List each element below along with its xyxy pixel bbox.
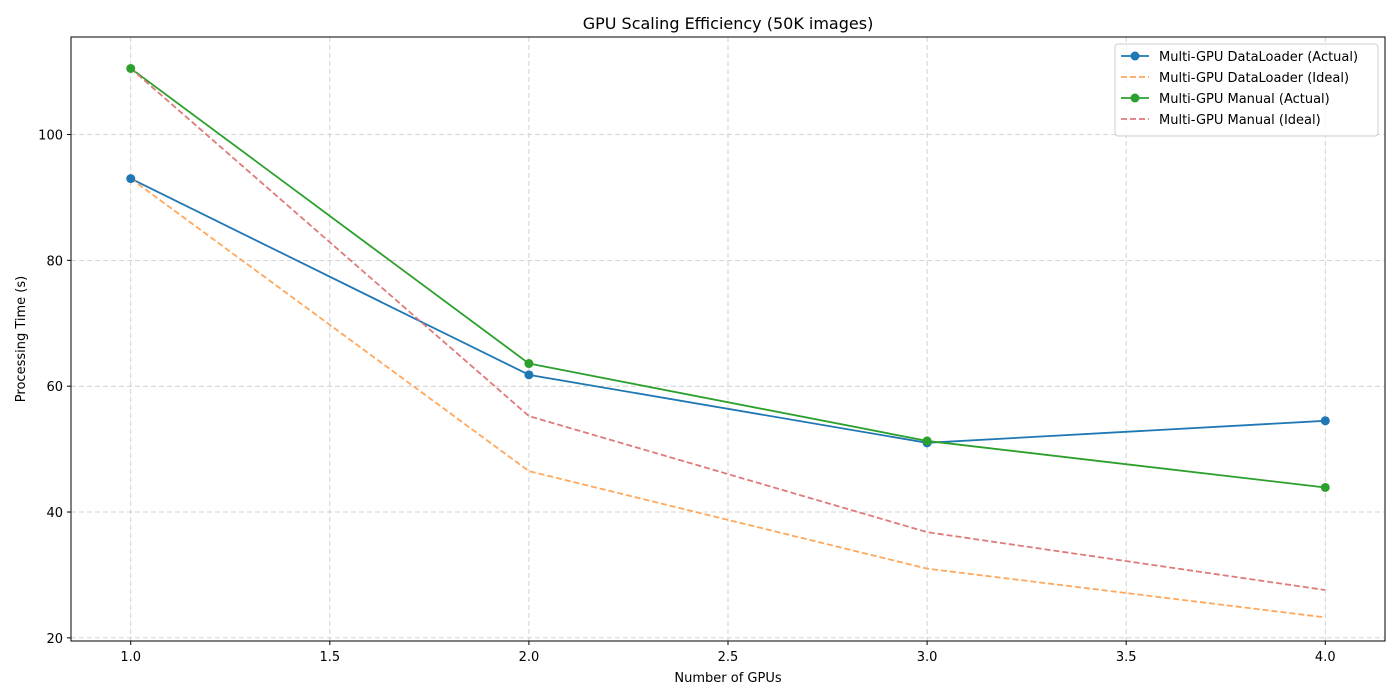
x-tick-label: 4.0 [1315, 650, 1336, 665]
y-tick-label: 40 [46, 506, 63, 521]
legend-marker-2 [1130, 93, 1140, 103]
legend-label-1: Multi-GPU DataLoader (Ideal) [1159, 71, 1349, 86]
y-axis-label: Processing Time (s) [14, 276, 29, 402]
y-tick-label: 20 [46, 632, 63, 647]
data-point-2-0 [126, 63, 136, 73]
grid [71, 37, 1385, 641]
legend-label-0: Multi-GPU DataLoader (Actual) [1159, 50, 1358, 65]
series-lines [130, 67, 1326, 619]
series-markers [126, 63, 1330, 492]
x-tick-label: 1.0 [120, 650, 141, 665]
legend-box [1114, 43, 1379, 137]
data-point-0-0 [126, 174, 136, 184]
series-line-0 [130, 177, 1326, 444]
series-line-3 [130, 67, 1326, 591]
x-tick-label: 1.5 [319, 650, 340, 665]
legend-marker-0 [1130, 51, 1140, 61]
legend-label-3: Multi-GPU Manual (Ideal) [1159, 113, 1321, 128]
x-axis-label: Number of GPUs [674, 671, 781, 686]
y-tick-label: 100 [38, 129, 63, 144]
chart-title: GPU Scaling Efficiency (50K images) [583, 14, 874, 33]
x-tick-label: 2.5 [718, 650, 739, 665]
data-point-0-3 [1320, 416, 1330, 426]
legend: Multi-GPU DataLoader (Actual) Multi-GPU D… [1114, 43, 1379, 137]
x-tick-label: 3.5 [1116, 650, 1137, 665]
data-point-2-2 [922, 436, 932, 446]
data-point-0-1 [524, 370, 534, 380]
x-tick-label: 2.0 [519, 650, 540, 665]
data-point-2-3 [1320, 482, 1330, 492]
series-line-1 [130, 177, 1326, 619]
y-tick-label: 60 [46, 380, 63, 395]
legend-label-2: Multi-GPU Manual (Actual) [1159, 92, 1330, 107]
x-tick-label: 3.0 [917, 650, 938, 665]
axis-ticks: 1.0 1.5 2.0 2.5 3.0 3.5 4.0 20 40 60 80 100 [38, 129, 1335, 665]
series-line-2 [130, 67, 1326, 489]
data-point-2-1 [524, 359, 534, 369]
y-tick-label: 80 [46, 254, 63, 269]
